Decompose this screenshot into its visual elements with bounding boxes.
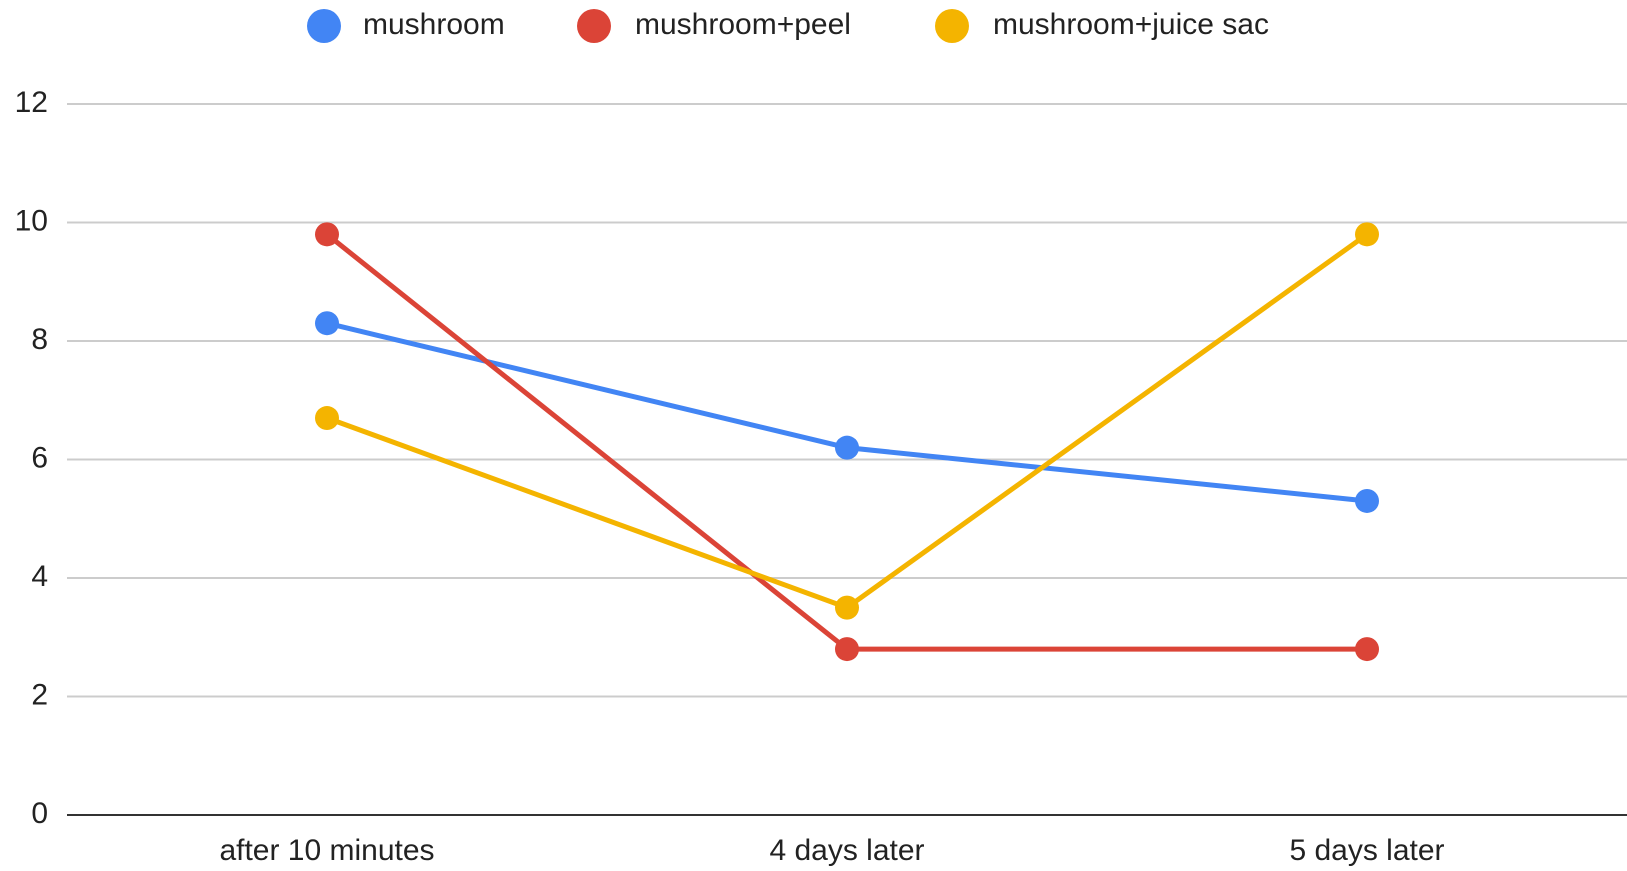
x-tick-label: 5 days later <box>1289 834 1444 867</box>
data-point <box>315 222 339 247</box>
data-point <box>315 311 339 336</box>
x-tick-label: 4 days later <box>769 834 924 867</box>
y-tick-label: 8 <box>31 323 48 356</box>
y-tick-label: 2 <box>31 678 48 711</box>
y-tick-label: 4 <box>31 560 48 593</box>
data-point <box>1355 222 1379 247</box>
data-point <box>835 637 859 662</box>
data-point <box>1355 637 1379 662</box>
legend-marker <box>577 9 611 43</box>
data-point <box>835 595 859 620</box>
series-line <box>326 232 1369 611</box>
legend-label: mushroom <box>363 8 505 41</box>
data-point <box>835 435 859 460</box>
legend-label: mushroom+peel <box>635 8 851 41</box>
x-tick-label: after 10 minutes <box>219 834 434 867</box>
y-tick-label: 6 <box>31 441 48 474</box>
y-tick-label: 0 <box>31 797 48 830</box>
y-tick-label: 10 <box>15 204 48 237</box>
data-point <box>1355 488 1379 513</box>
legend-label: mushroom+juice sac <box>993 8 1269 41</box>
legend-marker <box>307 9 341 43</box>
y-tick-label: 12 <box>15 86 48 119</box>
legend-marker <box>935 9 969 43</box>
data-point <box>315 406 339 431</box>
